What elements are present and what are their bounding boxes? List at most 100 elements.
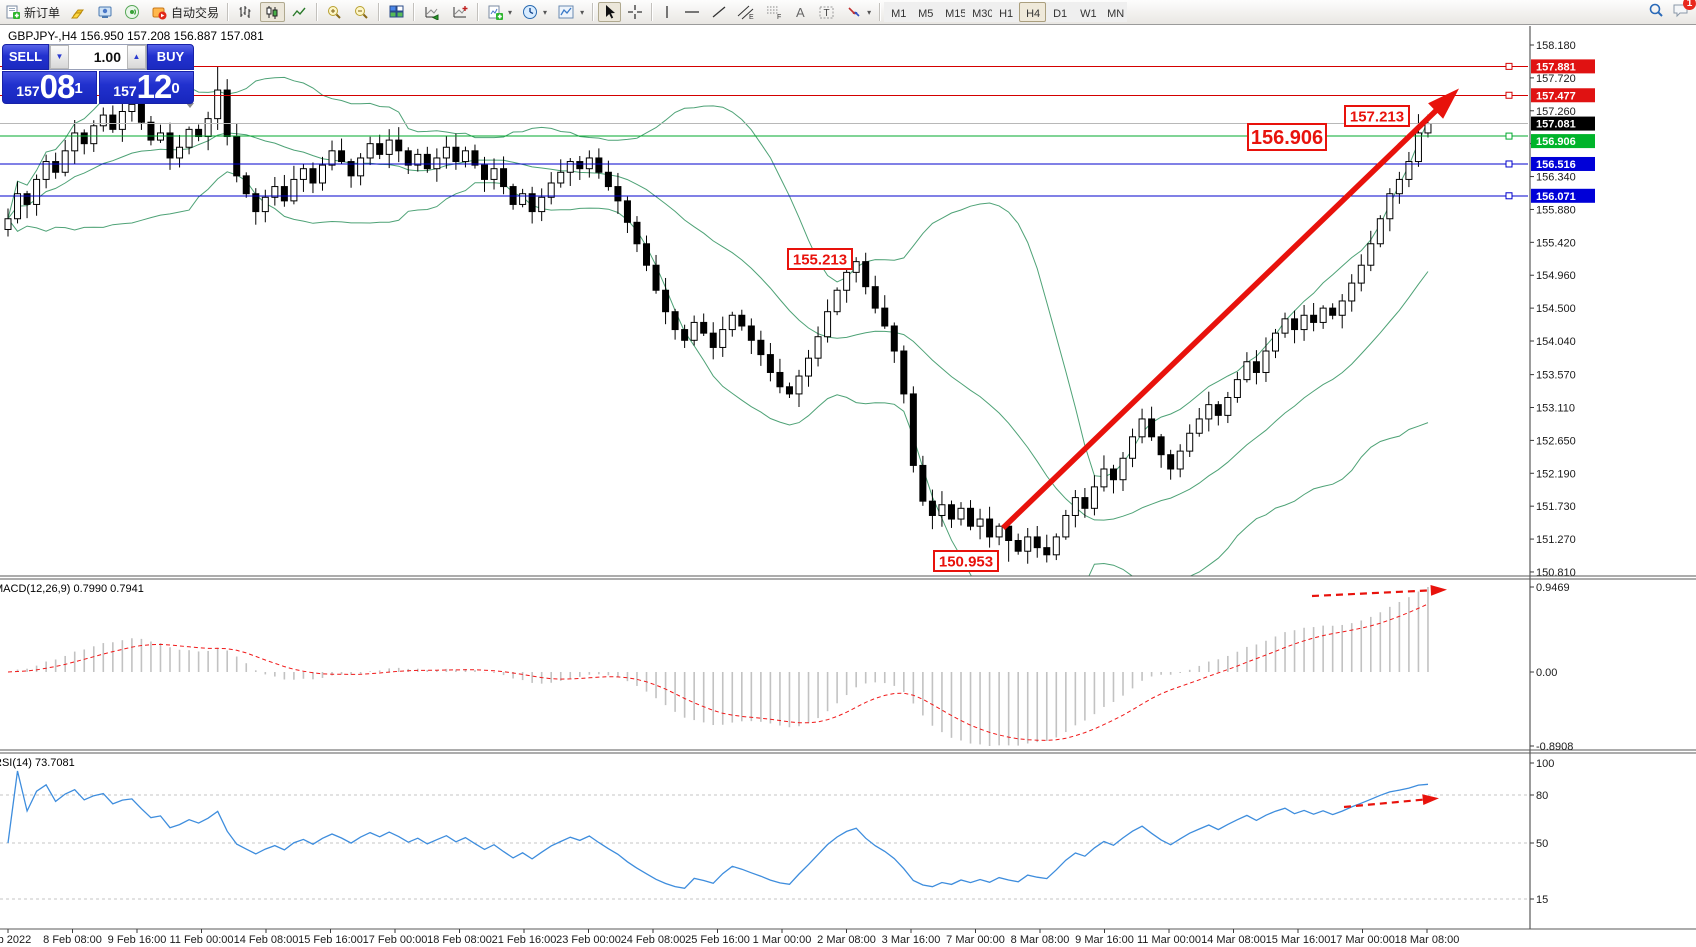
trendline-tool-button[interactable] [707,2,731,22]
timeframe-m1-button[interactable]: M1 [884,2,912,22]
autotrade-button[interactable]: 自动交易 [147,2,223,22]
time-axis-label: 3 Mar 16:00 [882,934,941,946]
candle [690,321,698,341]
time-axis-label: 21 Feb 16:00 [492,934,557,946]
candle [271,186,279,198]
period-button[interactable]: ▾ [518,2,551,22]
candle [14,193,22,220]
candle [519,193,527,205]
candle [471,150,479,166]
search-icon[interactable] [1648,2,1664,23]
candle [376,143,384,155]
price-marker [1531,59,1595,74]
candle [1281,318,1289,334]
profiles-button[interactable]: ▾ [553,2,588,22]
channel-tool-button[interactable]: E [733,2,759,22]
timeframe-h1-button[interactable]: H1 [992,2,1020,22]
chart-shift-button[interactable] [447,2,473,22]
dropdown-arrow-icon: ▾ [867,7,872,17]
candle [862,261,870,288]
buy-button[interactable]: BUY [147,44,194,70]
auto-scroll-button[interactable] [419,2,445,22]
candle [1205,404,1213,420]
new-order-button[interactable]: 新订单 [1,2,64,22]
toolbar-separator [227,3,230,21]
candle [719,329,727,348]
candle [1233,379,1241,398]
svg-text:T: T [824,8,830,19]
dropdown-arrow-icon: ▾ [580,7,585,17]
arrows-tool-button[interactable]: ▾ [842,2,875,22]
timeframe-m5-button[interactable]: M5 [911,2,939,22]
rsi-trend-arrow-head [1422,794,1439,805]
line-chart-button[interactable] [287,2,312,22]
time-axis-label: 8 Feb 08:00 [43,934,102,946]
time-axis-label: 17 Feb 00:00 [363,934,428,946]
sell-price[interactable]: 157 08 1 [2,70,97,104]
macd-signal-line [7,603,1429,741]
volume-decrease-button[interactable]: ▼ [50,45,69,69]
timeframe-mn-button[interactable]: MN [1100,2,1128,22]
timeframe-h4-button[interactable]: H4 [1019,2,1047,22]
cursor-tool-button[interactable] [598,2,622,22]
candlestick-chart-button[interactable] [260,2,286,22]
candle [109,114,117,130]
new-chart-button[interactable]: ▾ [483,2,516,22]
zoom-out-icon [353,4,370,20]
candle [481,164,488,180]
price-pane [4,66,1432,576]
timeframe-m15-button[interactable]: M15 [938,2,967,22]
candle [1100,468,1108,488]
annotation-text: 150.953 [939,553,993,570]
timeframe-d1-button[interactable]: D1 [1046,2,1074,22]
zoom-in-button[interactable] [322,2,347,22]
svg-text:A: A [796,5,805,20]
rsi-label: RSI(14) 73.7081 [0,757,75,769]
sell-button[interactable]: SELL [2,44,49,70]
price-axis-tick-label: 155.420 [1536,237,1576,249]
candle [738,314,746,327]
tile-windows-button[interactable] [384,2,409,22]
candle [566,161,574,173]
candle [1243,361,1251,381]
candle [1386,193,1394,220]
candle [528,193,536,213]
crosshair-tool-button[interactable] [623,2,647,22]
candle [252,193,260,213]
panel-collapse-arrow-icon[interactable] [186,103,194,108]
price-axis-tick-label: 151.730 [1536,501,1576,513]
rsi-axis-label: 100 [1536,758,1554,770]
clock-icon [522,4,539,20]
vline-tool-button[interactable] [657,2,677,22]
timeframe-m30-button[interactable]: M30 [965,2,994,22]
annotation-text: 155.213 [793,251,847,268]
macd-label: MACD(12,26,9) 0.7990 0.7941 [0,583,144,595]
text-tool-button[interactable]: A [789,2,812,22]
label-tool-button[interactable]: T [814,2,840,22]
signals-button[interactable] [120,2,145,22]
gold-button[interactable] [66,2,91,22]
time-axis-label: 11 Mar 00:00 [1137,934,1201,946]
hline-tool-button[interactable] [679,2,705,22]
time-axis-label: 24 Feb 08:00 [621,934,686,946]
new-order-label: 新订单 [24,5,61,20]
zoom-out-button[interactable] [349,2,374,22]
timeframe-w1-button[interactable]: W1 [1073,2,1101,22]
candle [214,89,222,120]
price-axis-tick-label: 153.110 [1536,403,1575,415]
bar-chart-button[interactable] [233,2,258,22]
time-axis-label: 14 Mar 08:00 [1201,934,1266,946]
candle [976,518,984,527]
candle [137,103,145,123]
fibonacci-tool-button[interactable]: F [761,2,787,22]
candle [23,193,31,205]
volume-input[interactable] [69,45,127,69]
candle [1300,314,1308,331]
annotation-box [1344,105,1410,127]
buy-price[interactable]: 157 12 0 [99,70,194,104]
candle [366,143,374,159]
notification-button[interactable]: 1 [1672,0,1696,23]
terminal-button[interactable] [93,2,118,22]
candle [757,339,765,356]
volume-increase-button[interactable]: ▲ [127,45,146,69]
